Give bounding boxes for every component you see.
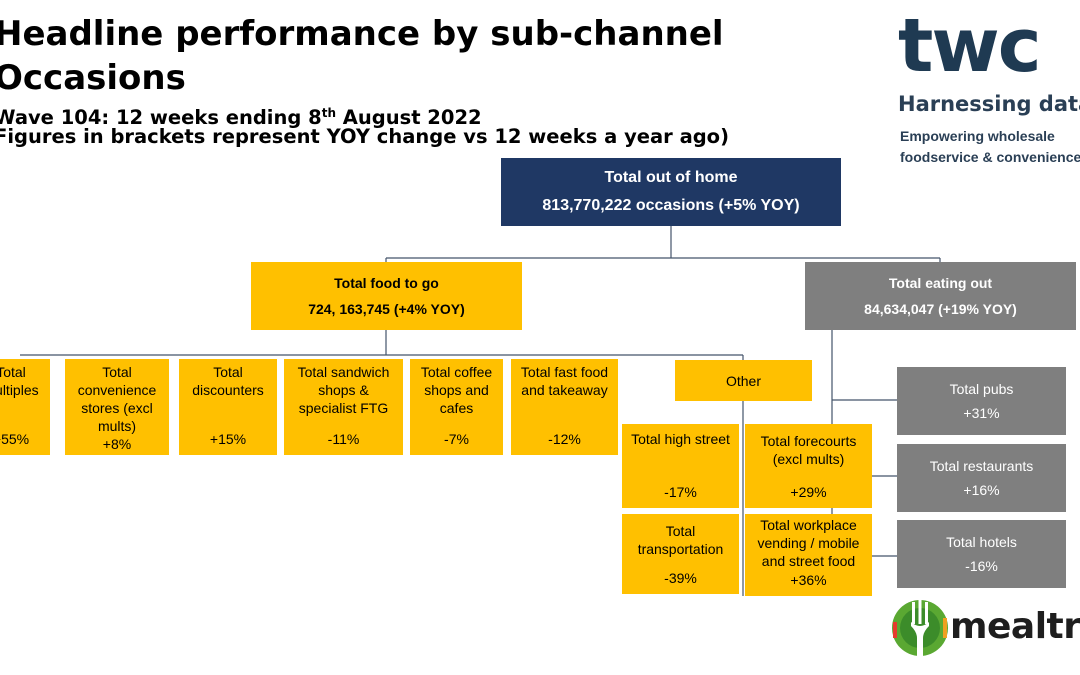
node-value: +8% (102, 436, 132, 452)
twc-line1: Empowering wholesale (900, 128, 1055, 144)
node-value: -7% (444, 431, 469, 447)
node-value: +31% (963, 405, 1000, 421)
node-other: Other (675, 360, 812, 401)
wave-subtitle-sup: th (321, 106, 336, 120)
node-value: 813,770,222 occasions (+5% YOY) (542, 197, 800, 214)
mealtrak-logo-mark (892, 600, 948, 656)
node-total-food-to-go: Total food to go 724, 163,745 (+4% YOY) (251, 262, 522, 330)
node-name: Total workplace vending / mobile and str… (757, 517, 860, 569)
node-name: Total convenience stores (excl mults) (77, 364, 157, 434)
page-title-line2: Occasions (0, 58, 186, 98)
node-total-restaurants: Total restaurants +16% (897, 444, 1066, 512)
node-name: Total hotels (946, 534, 1017, 550)
twc-line2: foodservice & convenience (900, 149, 1080, 165)
node-name: Total fast food and takeaway (520, 364, 609, 398)
node-title: Total out of home (604, 169, 738, 186)
node-name: Total sandwich shops & specialist FTG (297, 364, 390, 416)
node-value: -12% (548, 431, 581, 447)
node-value: -16% (965, 558, 998, 574)
node-title: Total food to go (334, 275, 439, 291)
node-total-discounters: Total discounters +15% (179, 359, 277, 455)
twc-logo: twc Harnessing data Empowering wholesale… (898, 3, 1080, 165)
mealtrak-wordmark: mealtrak (950, 606, 1080, 647)
node-value: +16% (963, 482, 1000, 498)
node-total-eating-out: Total eating out 84,634,047 (+19% YOY) (805, 262, 1076, 330)
node-total-high-street: Total high street -17% (622, 424, 739, 508)
node-total-transportation: Total transportation -39% (622, 514, 739, 594)
twc-tagline: Harnessing data (898, 92, 1080, 116)
node-total-workplace-vending: Total workplace vending / mobile and str… (745, 514, 872, 596)
wave-subtitle-suffix: August 2022 (335, 106, 482, 129)
yoy-note: Figures in brackets represent YOY change… (0, 125, 729, 148)
node-name: Total coffee shops and cafes (420, 364, 493, 416)
wave-subtitle-prefix: Wave 104: 12 weeks ending 8 (0, 106, 322, 129)
page-title: Headline performance by sub-channel (0, 14, 724, 54)
node-value: -17% (664, 484, 697, 500)
node-value: +55% (0, 431, 30, 447)
node-title: Total eating out (888, 275, 993, 291)
node-total-coffee-shops: Total coffee shops and cafes -7% (410, 359, 503, 455)
node-name: Total discounters (192, 364, 264, 398)
node-value: +29% (790, 484, 827, 500)
node-value: 724, 163,745 (+4% YOY) (308, 301, 465, 317)
node-name: Total restaurants (929, 458, 1034, 474)
node-value: -39% (664, 570, 697, 586)
node-name: Total pubs (949, 381, 1014, 397)
wave-subtitle: Wave 104: 12 weeks ending 8th August 202… (0, 100, 482, 131)
node-name: Total forecourts (excl mults) (760, 433, 857, 467)
node-total-out-of-home: Total out of home 813,770,222 occasions … (501, 158, 841, 226)
node-value: -11% (327, 431, 360, 447)
node-value: +15% (209, 431, 247, 447)
node-value: 84,634,047 (+19% YOY) (864, 301, 1017, 317)
node-name: Total multiples (0, 364, 39, 398)
node-value: +36% (790, 572, 827, 588)
node-total-hotels: Total hotels -16% (897, 520, 1066, 588)
twc-logo-mark: twc (898, 3, 1042, 89)
node-total-forecourts: Total forecourts (excl mults) +29% (745, 424, 872, 508)
node-total-fast-food: Total fast food and takeaway -12% (511, 359, 618, 455)
node-total-sandwich-shops: Total sandwich shops & specialist FTG -1… (284, 359, 403, 455)
node-name: Other (725, 372, 761, 389)
node-name: Total transportation (637, 523, 724, 557)
node-total-multiples: Total multiples +55% (0, 359, 50, 455)
node-name: Total high street (631, 431, 730, 447)
node-total-convenience-stores: Total convenience stores (excl mults) +8… (65, 359, 169, 455)
node-total-pubs: Total pubs +31% (897, 367, 1066, 435)
